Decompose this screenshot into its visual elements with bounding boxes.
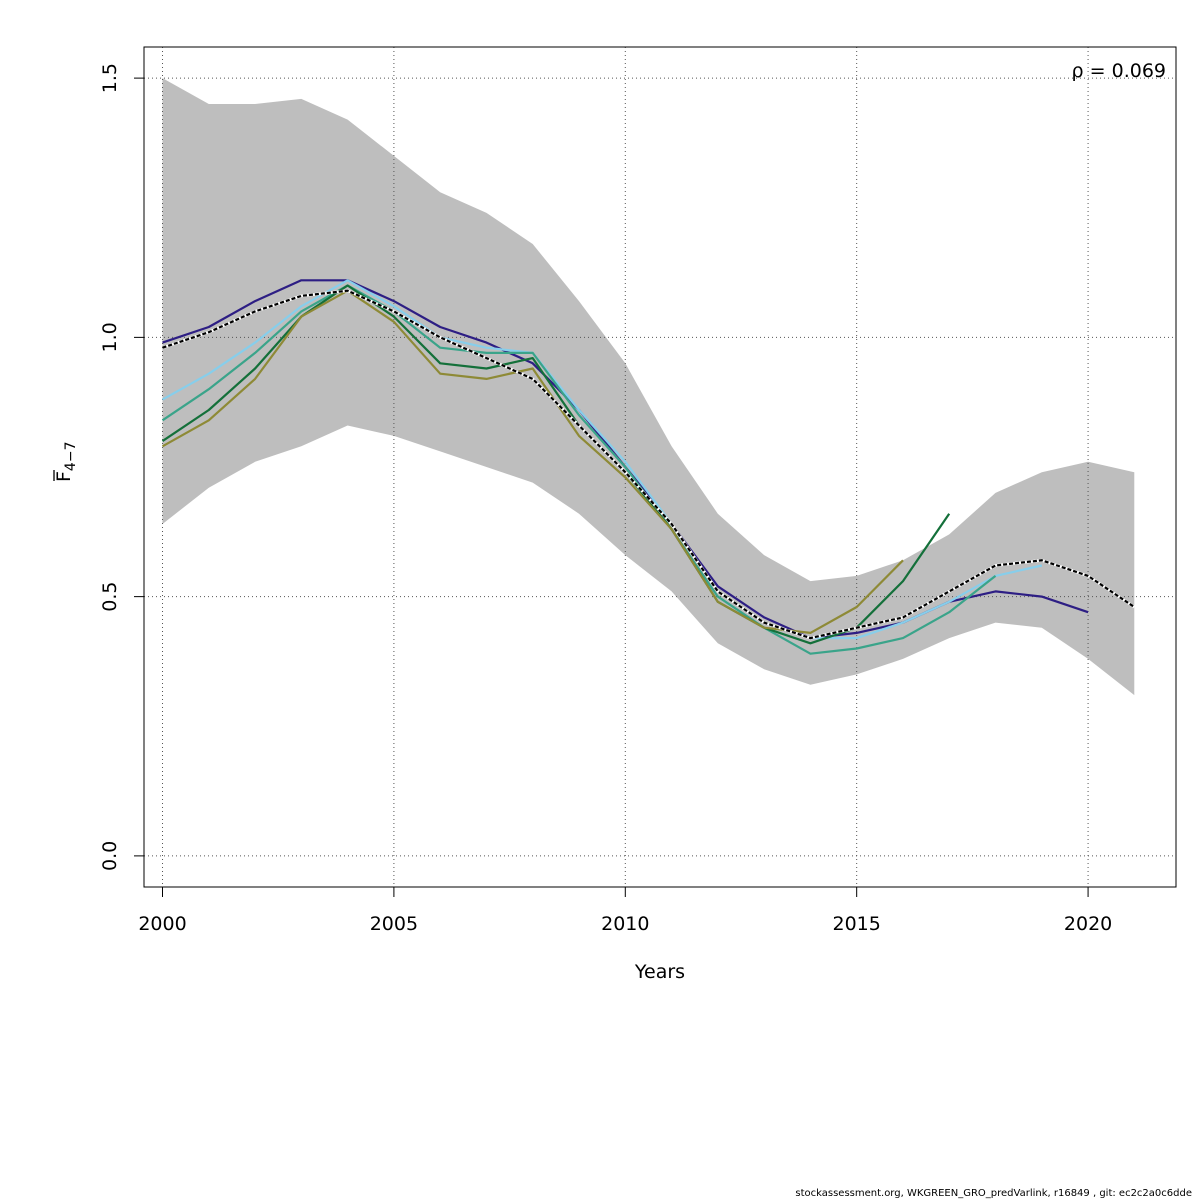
confidence-band <box>162 78 1135 696</box>
y-axis: 0.0 0.5 1.0 1.5 <box>99 63 145 871</box>
y-axis-label: F4−7 <box>53 442 79 482</box>
y-tick-label: 1.0 <box>99 322 121 352</box>
x-tick-label: 2015 <box>833 913 881 935</box>
y-tick-label: 0.0 <box>99 841 121 871</box>
confidence-band-layer <box>162 78 1135 696</box>
x-tick-label: 2010 <box>601 913 649 935</box>
x-tick-label: 2020 <box>1064 913 1112 935</box>
series-2-line <box>161 284 997 655</box>
y-tick-label: 1.5 <box>99 63 121 93</box>
x-tick-label: 2000 <box>138 913 186 935</box>
y-axis-label-main: F <box>53 471 75 482</box>
y-tick-label: 0.5 <box>99 581 121 611</box>
footer-credit: stockassessment.org, WKGREEN_GRO_predVar… <box>795 1188 1192 1199</box>
series-1-line <box>161 279 1043 640</box>
series-layer <box>161 279 1136 655</box>
grid-layer <box>144 47 1176 887</box>
svg-text:F4−7: F4−7 <box>53 442 79 482</box>
series-5-line <box>162 289 1135 640</box>
x-axis-label: Years <box>634 961 685 983</box>
x-tick-label: 2005 <box>370 913 418 935</box>
y-axis-label-sub: 4−7 <box>63 442 79 472</box>
series-4-line <box>161 289 904 634</box>
x-axis: 2000 2005 2010 2015 2020 <box>138 886 1112 935</box>
rho-annotation: ρ = 0.069 <box>1072 60 1166 82</box>
